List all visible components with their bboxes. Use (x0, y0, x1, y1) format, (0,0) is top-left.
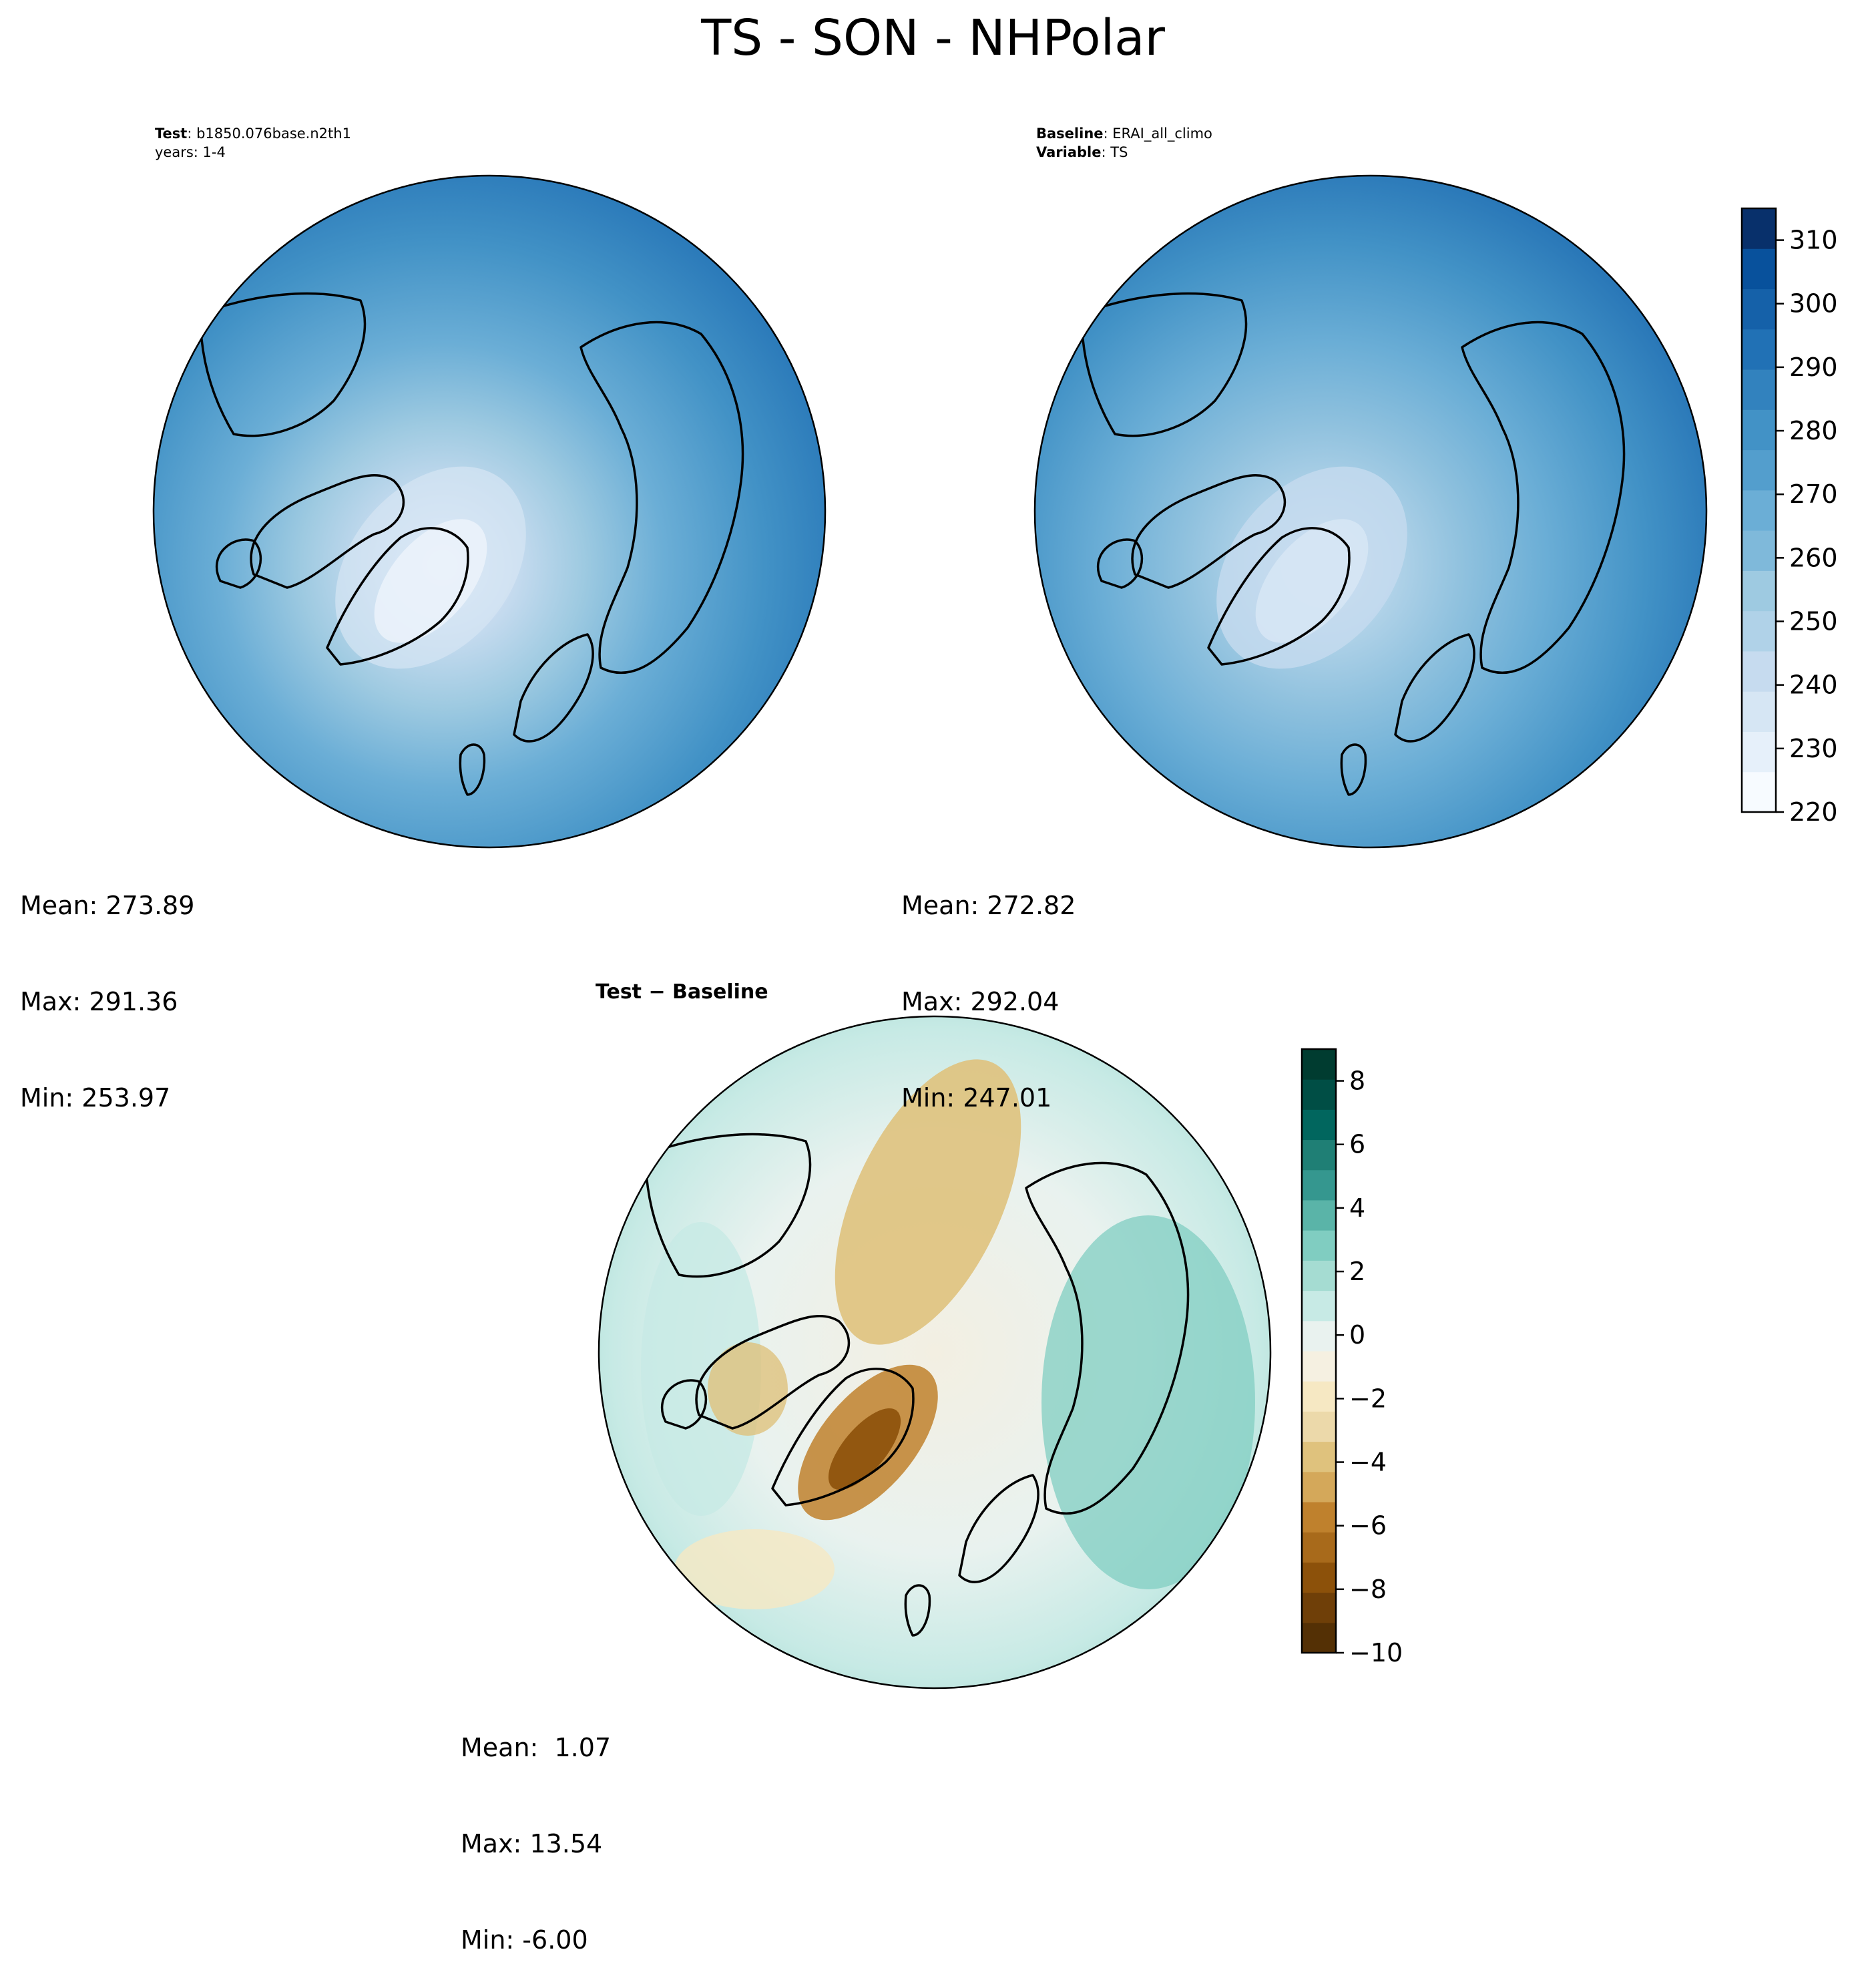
colorbar-diff-tick-label: 4 (1349, 1193, 1365, 1223)
colorbar-diff-tick-label: 2 (1349, 1257, 1365, 1286)
colorbar-top-segment (1742, 449, 1776, 491)
baseline-stats: Mean: 272.82 Max: 292.04 Min: 247.01 (901, 825, 1076, 1146)
colorbar-top-tick-label: 300 (1789, 289, 1838, 319)
colorbar-top-tick-label: 220 (1789, 797, 1838, 827)
figure-title: TS - SON - NHPolar (701, 9, 1165, 67)
colorbar-top-tick-label: 230 (1789, 734, 1838, 763)
colorbar-top-segment (1742, 369, 1776, 410)
baseline-header-label: Baseline (1036, 126, 1104, 142)
colorbar-diff-segment (1302, 1049, 1336, 1080)
colorbar-diff-tick-label: 0 (1349, 1320, 1365, 1350)
colorbar-diff-segment (1302, 1260, 1336, 1291)
colorbar-diff-segment (1302, 1562, 1336, 1593)
colorbar-top-tick-label: 250 (1789, 607, 1838, 636)
colorbar-diff-segment (1302, 1290, 1336, 1322)
colorbar-diff-segment (1302, 1441, 1336, 1472)
difference-min: Min: -6.00 (461, 1925, 588, 1955)
colorbar-diff-segment (1302, 1109, 1336, 1141)
colorbar-diff-segment (1302, 1320, 1336, 1352)
test-max: Max: 291.36 (20, 987, 178, 1016)
colorbar-diff-tick-label: −4 (1349, 1448, 1387, 1477)
baseline-max: Max: 292.04 (901, 987, 1060, 1016)
variable-header-sep: : (1101, 144, 1111, 160)
test-min: Min: 253.97 (20, 1083, 171, 1113)
colorbar-top-tick-label: 260 (1789, 543, 1838, 572)
difference-map (598, 1015, 1272, 1689)
baseline-map (1033, 174, 1708, 849)
baseline-header-sep: : (1103, 126, 1113, 142)
colorbar-top-frame (1740, 207, 1777, 813)
colorbar-difference: −10 −8 −6 −4 −2 0 2 4 6 8 (1301, 1048, 1403, 1667)
colorbar-top-segment (1742, 208, 1776, 249)
baseline-mean: Mean: 272.82 (901, 891, 1076, 920)
colorbar-diff-tick-label: 6 (1349, 1130, 1365, 1159)
colorbar-test-baseline: 220 230 240 250 260 270 280 290 300 310 (1740, 207, 1838, 827)
colorbar-top-tick-label: 280 (1789, 416, 1838, 445)
colorbar-top-segment (1742, 288, 1776, 330)
colorbar-diff-tick-label: −10 (1349, 1638, 1403, 1667)
colorbar-top-segment (1742, 771, 1776, 813)
test-header-value: b1850.076base.n2th1 (196, 126, 351, 142)
colorbar-diff-segment (1302, 1351, 1336, 1382)
colorbar-diff-segment (1302, 1411, 1336, 1442)
colorbar-diff-tick-label: 8 (1349, 1066, 1365, 1096)
colorbar-top-segment (1742, 610, 1776, 652)
colorbar-diff-segment (1302, 1622, 1336, 1653)
test-mean: Mean: 273.89 (20, 891, 195, 920)
test-stats: Mean: 273.89 Max: 291.36 Min: 253.97 (20, 825, 194, 1146)
colorbar-top-tick-label: 270 (1789, 479, 1838, 509)
colorbar-diff-segment (1302, 1471, 1336, 1503)
difference-mean: Mean: 1.07 (461, 1733, 612, 1762)
colorbar-diff-segment (1302, 1381, 1336, 1412)
baseline-min: Min: 247.01 (901, 1083, 1052, 1113)
variable-header-value: TS (1110, 144, 1128, 160)
colorbar-diff-tick-label: −6 (1349, 1511, 1387, 1541)
test-map (152, 174, 827, 849)
colorbar-diff-segment (1302, 1079, 1336, 1110)
colorbar-diff-segment (1302, 1532, 1336, 1563)
colorbar-diff-segment (1302, 1169, 1336, 1201)
colorbar-diff-segment (1302, 1502, 1336, 1533)
colorbar-diff-tick-label: −8 (1349, 1575, 1387, 1604)
colorbar-diff-segment (1302, 1200, 1336, 1231)
colorbar-top-segment (1742, 248, 1776, 290)
variable-header-label: Variable (1036, 144, 1102, 160)
test-header-sep: : (187, 126, 197, 142)
colorbar-top-tick-label: 290 (1789, 353, 1838, 382)
colorbar-top-tick-label: 310 (1789, 226, 1838, 255)
colorbar-diff-segment (1302, 1139, 1336, 1171)
test-header-label: Test (155, 126, 188, 142)
colorbar-top-segment (1742, 409, 1776, 451)
colorbar-top-segment (1742, 570, 1776, 612)
colorbar-top-segment (1742, 731, 1776, 773)
difference-max: Max: 13.54 (461, 1829, 603, 1858)
colorbar-top-segment (1742, 489, 1776, 531)
baseline-header: Baseline: ERAI_all_climo Variable: TS (1036, 124, 1212, 162)
difference-stats: Mean: 1.07 Max: 13.54 Min: -6.00 (461, 1667, 611, 1988)
colorbar-diff-segment (1302, 1230, 1336, 1261)
colorbar-top-segment (1742, 329, 1776, 370)
colorbar-top-segment (1742, 530, 1776, 571)
colorbar-top-tick-label: 240 (1789, 670, 1838, 700)
colorbar-diff-segment (1302, 1592, 1336, 1623)
colorbar-diff-tick-label: −2 (1349, 1384, 1387, 1413)
colorbar-top-segment (1742, 650, 1776, 692)
difference-title: Test − Baseline (596, 980, 768, 1004)
colorbar-diff-frame (1301, 1048, 1337, 1654)
test-header: Test: b1850.076base.n2th1 years: 1-4 (155, 124, 351, 162)
colorbar-top-segment (1742, 691, 1776, 732)
test-header-years: years: 1-4 (155, 144, 226, 160)
baseline-header-value: ERAI_all_climo (1112, 126, 1212, 142)
